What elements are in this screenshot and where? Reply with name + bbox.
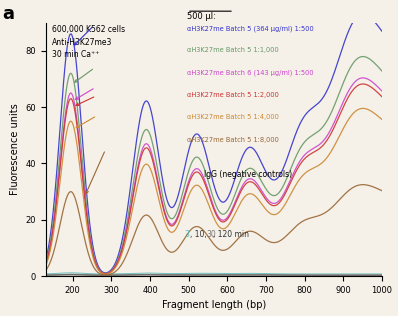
Text: 30: 30	[206, 230, 216, 239]
Y-axis label: Fluorescence units: Fluorescence units	[10, 104, 20, 195]
Text: 600,000 K562 cells
Anti-H3K27me3
30 min Ca⁺⁺: 600,000 K562 cells Anti-H3K27me3 30 min …	[53, 25, 125, 59]
Text: , 120 min: , 120 min	[213, 230, 249, 239]
Text: αH3K27me Batch 5 1:8,000: αH3K27me Batch 5 1:8,000	[187, 137, 279, 143]
X-axis label: Fragment length (bp): Fragment length (bp)	[162, 301, 266, 310]
Text: αH3K27me Batch 5 1:1,000: αH3K27me Batch 5 1:1,000	[187, 47, 279, 53]
Text: αH3K27me Batch 5 1:2,000: αH3K27me Batch 5 1:2,000	[187, 92, 279, 98]
Text: 500 μl:: 500 μl:	[187, 12, 216, 21]
Text: , 10,: , 10,	[190, 230, 209, 239]
Text: 3: 3	[185, 230, 190, 239]
Text: αH3K27me Batch 6 (143 μg/ml) 1:500: αH3K27me Batch 6 (143 μg/ml) 1:500	[187, 70, 314, 76]
Text: αH3K27me Batch 5 1:4,000: αH3K27me Batch 5 1:4,000	[187, 114, 279, 120]
Text: a: a	[2, 5, 14, 23]
Text: IgG (negative controls): IgG (negative controls)	[204, 170, 292, 179]
Text: αH3K27me Batch 5 (364 μg/ml) 1:500: αH3K27me Batch 5 (364 μg/ml) 1:500	[187, 25, 314, 32]
